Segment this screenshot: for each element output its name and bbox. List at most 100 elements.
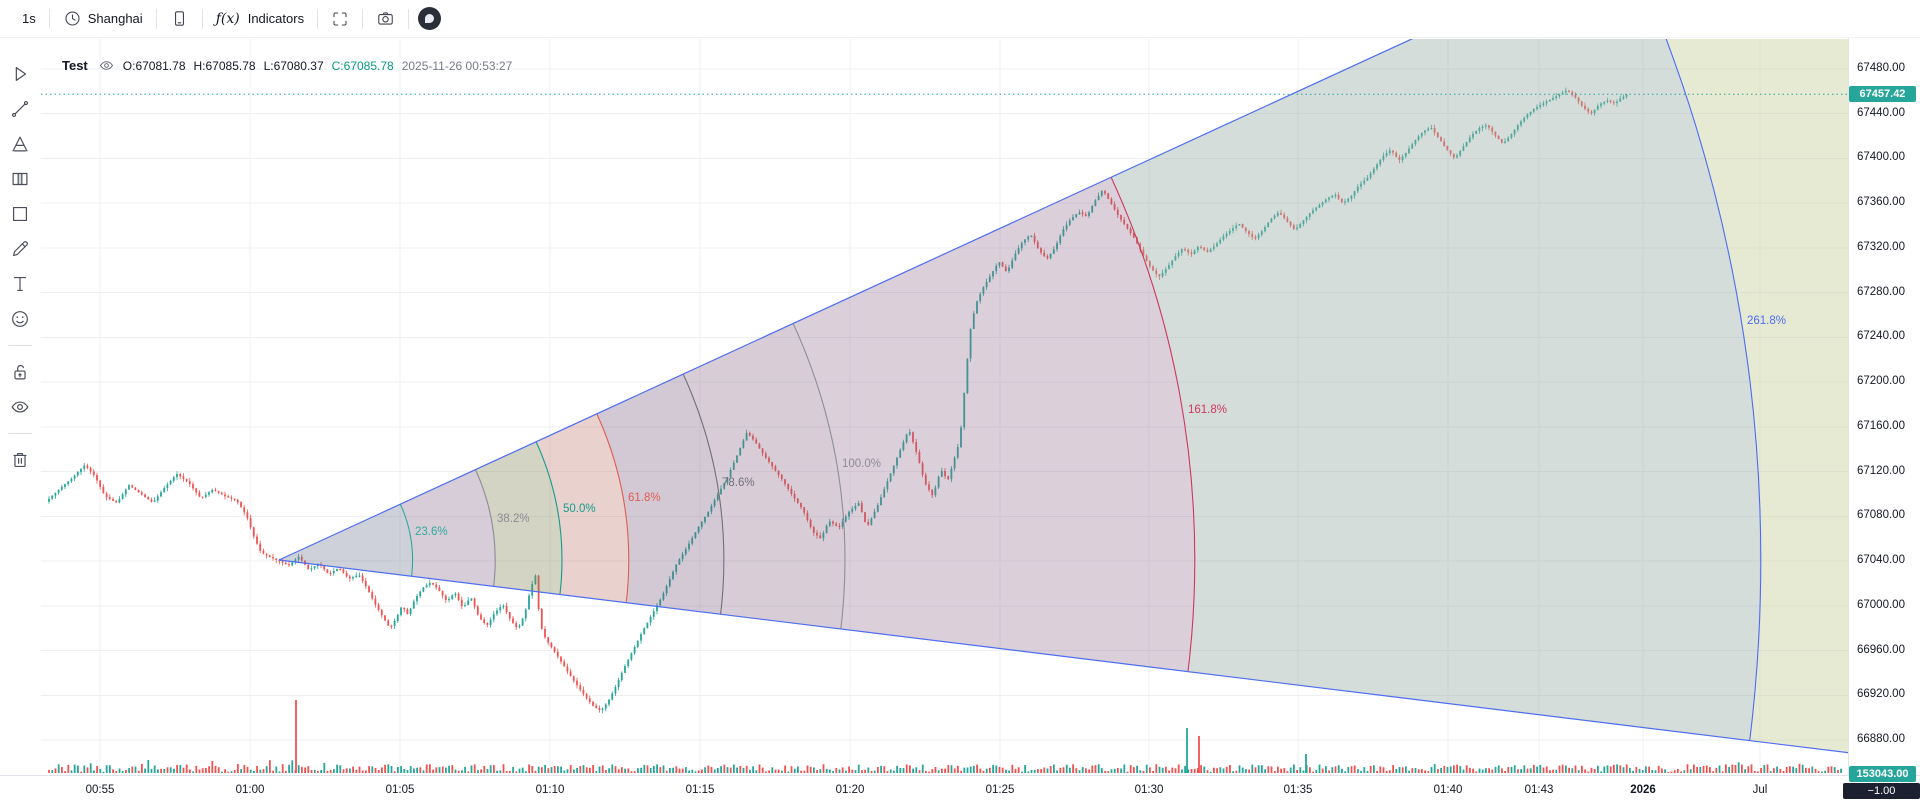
remove-all-button[interactable] [3,444,37,476]
volume-bar [413,768,415,773]
text-tool-button[interactable] [3,268,37,300]
candle-body [1612,101,1615,104]
emoji-tool-button[interactable] [3,303,37,335]
time-axis-label: 00:55 [85,784,115,796]
timezone-button[interactable]: Shanghai [53,5,153,33]
volume-bar [173,768,175,773]
volume-bar [969,766,972,773]
volume-bar [86,767,89,773]
volume-bar [809,766,812,773]
candle-body [1203,247,1206,251]
volume-bar [1504,771,1506,773]
price-axis-label: 67280.00 [1857,285,1905,298]
volume-bar [614,766,617,773]
candle-body [1219,239,1222,244]
volume-bar [1267,766,1270,773]
volume-bar [425,764,428,773]
volume-bar [64,771,66,773]
candle-body [576,680,578,686]
volume-bar [1270,766,1273,773]
legend-open: O:67081.78 [122,58,186,73]
screenshot-button[interactable] [366,5,405,33]
rectangle-tool-button[interactable] [3,198,37,230]
volume-bar [89,763,92,773]
candle-body [1580,101,1583,106]
volume-bar [1040,769,1042,773]
volume-bar [1392,765,1394,773]
time-axis[interactable] [0,775,1920,808]
time-axis-label: 01:05 [385,784,415,796]
price-axis[interactable]: 67480.00 67440.00 67400.00 67360.00 67320.00… [1848,38,1920,775]
candle-body [1491,127,1494,132]
volume-bar [1638,769,1641,773]
interval-button[interactable]: 1s [12,5,46,33]
time-axis-label: 01:35 [1283,784,1313,796]
indicators-button[interactable]: ƒ(x) Indicators [206,5,314,33]
cursor-tool-button[interactable] [3,58,37,90]
volume-bar [1145,764,1148,773]
volume-bar [1120,768,1122,773]
brush-tool-button[interactable] [3,233,37,265]
candle-body [1446,145,1449,151]
trend-line-tool-button[interactable] [3,93,37,125]
lock-all-button[interactable] [3,356,37,388]
fib-tool-button[interactable] [3,128,37,160]
candle-body [816,532,818,536]
candle-body [899,449,902,458]
volume-bar [1555,769,1558,773]
volume-bar [57,764,60,773]
volume-bar [979,768,982,773]
legend-high: H:67085.78 [193,58,256,73]
hide-all-button[interactable] [3,391,37,423]
candle-body [473,598,476,607]
volume-bar [54,768,57,773]
volume-bar [1229,765,1231,773]
volume-bar [1657,765,1660,773]
fullscreen-button[interactable] [321,5,359,33]
volume-bar [83,765,86,773]
volume-bar [189,769,191,773]
volume-bar [1081,767,1084,773]
volume-bar [217,767,220,773]
volume-bar [643,764,646,773]
candle-body [412,601,415,609]
candle-body [147,497,150,500]
volume-bar [729,767,732,773]
volume-bar [1325,766,1327,773]
volume-spike [1186,728,1188,773]
pattern-tool-button[interactable] [3,163,37,195]
candle-body [1094,200,1097,206]
volume-bar [1561,764,1564,773]
volume-bar [515,771,518,773]
candle-body [1414,139,1417,145]
fib-band [279,115,724,773]
volume-bar [1449,766,1452,773]
volume-bar [205,768,207,773]
volume-bar [547,768,550,773]
candle-body [1110,198,1113,205]
volume-bar [265,766,268,773]
candle-body [1619,98,1622,102]
volume-bar [374,768,377,773]
candle-body [470,598,473,601]
candle-body [464,605,466,607]
candle-body [480,614,482,620]
volume-bar [886,771,889,773]
volume-bar [883,766,886,773]
layout-button[interactable] [160,5,199,33]
volume-bar [768,770,770,773]
fib-level-label: 161.8% [1188,404,1227,416]
volume-bar [1149,767,1151,773]
candle-body [825,525,828,533]
visibility-eye-icon[interactable] [98,57,115,74]
volume-bar [1433,764,1436,773]
candle-body [224,494,226,497]
candle-body [912,432,914,442]
volume-bar [1731,764,1734,773]
candle-body [1324,199,1327,203]
user-avatar-button[interactable] [418,7,442,30]
candle-body [988,276,991,282]
volume-bar [1232,771,1234,773]
